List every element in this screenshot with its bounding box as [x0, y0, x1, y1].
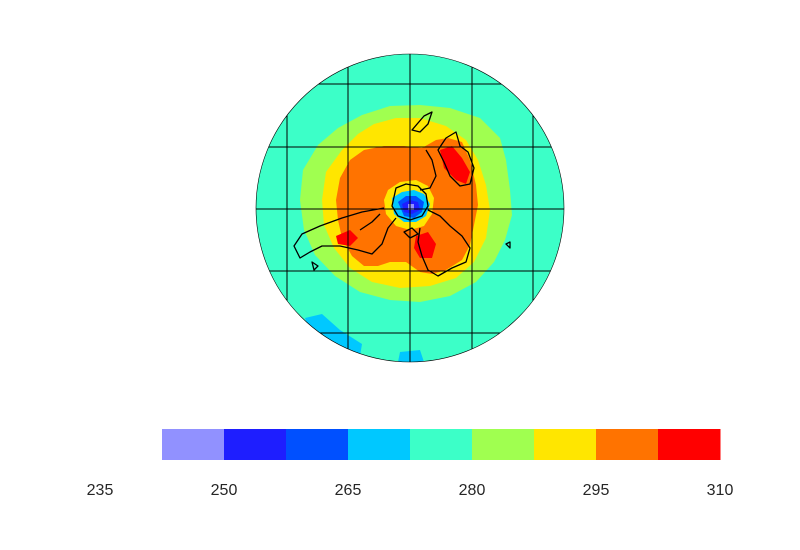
- colorbar-tick-label: 295: [582, 482, 610, 499]
- map-field-hot: [336, 146, 470, 258]
- colorbar-tick-label: 280: [458, 482, 486, 499]
- colorbar-bin-2: [286, 429, 349, 460]
- coastlines: [293, 111, 511, 277]
- colorbar-tick-label: 310: [706, 482, 734, 499]
- colorbar-bin-0: [162, 429, 225, 460]
- colorbar-bin-4: [410, 429, 473, 460]
- colorbar-bin-5: [472, 429, 535, 460]
- colorbar: [162, 429, 721, 460]
- colorbar-bin-6: [534, 429, 597, 460]
- map-field-cold-edge: [305, 314, 424, 362]
- colorbar-bin-7: [596, 429, 659, 460]
- colorbar-bin-8: [658, 429, 721, 460]
- colorbar-tick-label: 235: [86, 482, 114, 499]
- colorbar-bin-3: [348, 429, 411, 460]
- colorbar-tick-label: 250: [210, 482, 238, 499]
- polar-map: [256, 54, 564, 362]
- map-disc-outline: [255, 53, 565, 363]
- colorbar-tick-label: 265: [334, 482, 362, 499]
- colorbar-bin-1: [224, 429, 287, 460]
